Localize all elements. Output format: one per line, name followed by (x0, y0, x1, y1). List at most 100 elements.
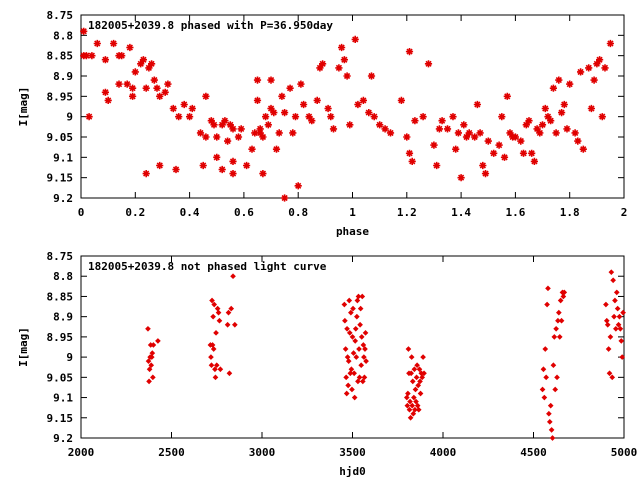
data-point (350, 305, 356, 312)
data-point (353, 354, 360, 360)
data-point (476, 129, 484, 137)
data-point (481, 169, 490, 178)
data-point (180, 100, 188, 109)
x-tick-label: 3000 (249, 446, 276, 459)
data-point (214, 305, 221, 312)
x-tick-label: 2000 (68, 446, 95, 459)
data-point (411, 117, 419, 125)
data-point (558, 108, 566, 117)
data-point (615, 321, 622, 328)
data-point (365, 108, 373, 117)
x-axis-label: phase (336, 225, 369, 238)
data-point (342, 317, 348, 324)
data-point (169, 104, 177, 113)
data-point (563, 125, 571, 133)
data-point (460, 121, 468, 129)
data-point (150, 76, 158, 84)
data-point (253, 76, 262, 84)
y-tick-label: 9.15 (47, 412, 74, 425)
data-point (449, 113, 457, 121)
data-point (319, 60, 327, 68)
data-point (517, 137, 525, 145)
data-point (344, 325, 350, 332)
data-point (424, 60, 433, 68)
data-point (407, 398, 413, 405)
data-point (85, 113, 93, 121)
data-point (551, 334, 558, 340)
data-point (590, 76, 598, 84)
data-point (610, 277, 616, 284)
y-tick-label: 8.75 (47, 9, 74, 22)
data-point (351, 35, 359, 44)
data-point (605, 346, 612, 352)
data-point (345, 358, 352, 364)
data-point (410, 410, 417, 417)
x-tick-label: 1.4 (451, 206, 471, 219)
y-tick-label: 9 (66, 111, 73, 124)
data-point (329, 125, 338, 133)
data-point (337, 43, 346, 52)
data-point (210, 313, 216, 320)
data-point (525, 117, 533, 125)
data-point (234, 133, 243, 141)
data-point (360, 342, 367, 348)
data-point (595, 56, 604, 64)
data-point (354, 297, 361, 304)
data-point (557, 297, 564, 304)
y-tick-label: 9.05 (47, 131, 74, 144)
data-point (346, 330, 353, 336)
data-point (115, 80, 123, 88)
data-point (354, 100, 362, 109)
data-point (223, 137, 232, 145)
chart-title: 182005+2039.8 phased with P=36.950day (88, 19, 333, 32)
data-point (93, 39, 101, 48)
data-point (547, 117, 555, 125)
data-point (199, 161, 207, 170)
data-point (417, 378, 423, 385)
data-point (538, 121, 547, 129)
data-point (452, 145, 460, 153)
x-tick-label: 2500 (158, 446, 185, 459)
chart-title: 182005+2039.8 not phased light curve (88, 260, 327, 273)
data-point (343, 72, 351, 80)
y-tick-label: 9.1 (53, 392, 73, 405)
data-point (587, 104, 596, 113)
data-point (457, 174, 465, 182)
data-point (409, 402, 416, 409)
data-point (433, 161, 441, 170)
data-point (109, 39, 118, 48)
data-point (403, 394, 410, 401)
data-point (212, 374, 219, 381)
data-point (553, 325, 559, 332)
data-point (343, 390, 350, 397)
data-point (341, 301, 348, 308)
data-point (355, 293, 362, 300)
data-point (348, 309, 354, 316)
data-point (416, 366, 423, 373)
data-point (352, 325, 359, 332)
data-point (270, 108, 278, 117)
data-point (349, 386, 355, 393)
data-point (367, 72, 376, 80)
data-point (417, 390, 424, 397)
data-point (146, 366, 153, 373)
data-point (308, 117, 316, 125)
data-point (145, 358, 152, 364)
data-point (552, 129, 560, 137)
data-point (498, 113, 506, 121)
data-point (408, 354, 415, 360)
data-point (161, 88, 169, 96)
data-point (406, 406, 413, 413)
data-point (156, 92, 164, 100)
data-point (150, 374, 156, 381)
data-point (407, 414, 414, 421)
y-tick-label: 8.8 (53, 270, 73, 283)
data-point (511, 133, 519, 141)
data-point (211, 301, 218, 308)
data-point (281, 108, 289, 117)
data-point (473, 100, 482, 109)
data-point (550, 362, 557, 369)
data-point (188, 104, 196, 113)
data-point (297, 80, 305, 88)
data-point (139, 56, 148, 64)
